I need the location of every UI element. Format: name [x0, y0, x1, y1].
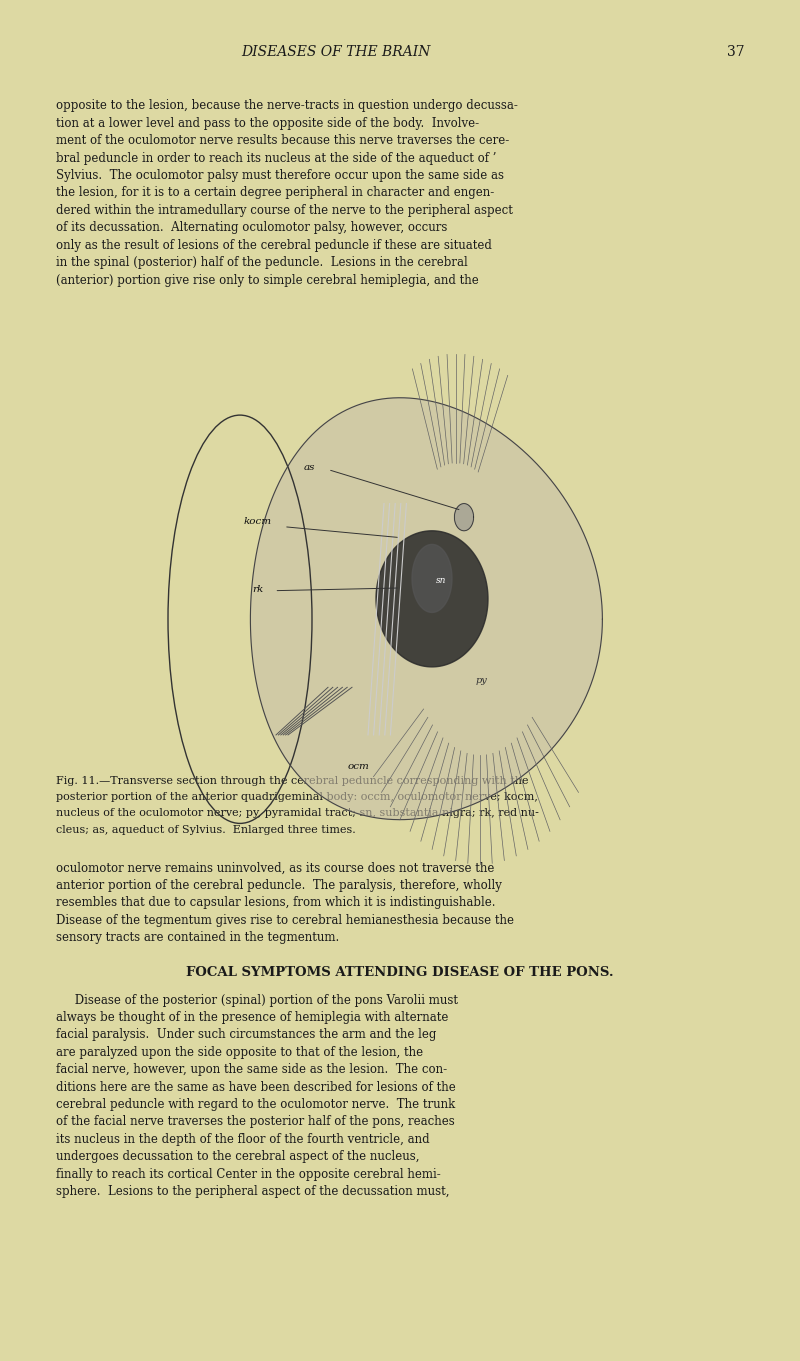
- Text: the lesion, for it is to a certain degree peripheral in character and engen-: the lesion, for it is to a certain degre…: [56, 186, 494, 200]
- Text: ocm: ocm: [348, 762, 370, 770]
- Text: DISEASES OF THE BRAIN: DISEASES OF THE BRAIN: [242, 45, 430, 60]
- Text: of its decussation.  Alternating oculomotor palsy, however, occurs: of its decussation. Alternating oculomot…: [56, 222, 447, 234]
- Text: oculomotor nerve remains uninvolved, as its course does not traverse the: oculomotor nerve remains uninvolved, as …: [56, 862, 494, 875]
- Text: bral peduncle in order to reach its nucleus at the side of the aqueduct of ’: bral peduncle in order to reach its nucl…: [56, 151, 497, 165]
- Text: cleus; as, aqueduct of Sylvius.  Enlarged three times.: cleus; as, aqueduct of Sylvius. Enlarged…: [56, 825, 356, 834]
- Text: ment of the oculomotor nerve results because this nerve traverses the cere-: ment of the oculomotor nerve results bec…: [56, 135, 510, 147]
- Text: facial nerve, however, upon the same side as the lesion.  The con-: facial nerve, however, upon the same sid…: [56, 1063, 447, 1077]
- Text: py: py: [476, 676, 488, 685]
- Text: 37: 37: [727, 45, 745, 60]
- Polygon shape: [250, 397, 602, 819]
- Text: tion at a lower level and pass to the opposite side of the body.  Involve-: tion at a lower level and pass to the op…: [56, 117, 479, 129]
- Text: dered within the intramedullary course of the nerve to the peripheral aspect: dered within the intramedullary course o…: [56, 204, 513, 216]
- Text: Disease of the tegmentum gives rise to cerebral hemianesthesia because the: Disease of the tegmentum gives rise to c…: [56, 913, 514, 927]
- Text: as: as: [304, 463, 315, 471]
- Text: of the facial nerve traverses the posterior half of the pons, reaches: of the facial nerve traverses the poster…: [56, 1116, 454, 1128]
- Text: Sylvius.  The oculomotor palsy must therefore occur upon the same side as: Sylvius. The oculomotor palsy must there…: [56, 169, 504, 182]
- Polygon shape: [376, 531, 488, 667]
- Text: kocm: kocm: [244, 517, 272, 525]
- Text: FOCAL SYMPTOMS ATTENDING DISEASE OF THE PONS.: FOCAL SYMPTOMS ATTENDING DISEASE OF THE …: [186, 966, 614, 980]
- Text: rk: rk: [252, 585, 263, 593]
- Text: sn: sn: [436, 576, 446, 584]
- Text: cerebral peduncle with regard to the oculomotor nerve.  The trunk: cerebral peduncle with regard to the ocu…: [56, 1098, 455, 1111]
- Text: undergoes decussation to the cerebral aspect of the nucleus,: undergoes decussation to the cerebral as…: [56, 1150, 419, 1164]
- Text: opposite to the lesion, because the nerve-tracts in question undergo decussa-: opposite to the lesion, because the nerv…: [56, 99, 518, 113]
- Text: ditions here are the same as have been described for lesions of the: ditions here are the same as have been d…: [56, 1081, 456, 1094]
- Text: always be thought of in the presence of hemiplegia with alternate: always be thought of in the presence of …: [56, 1011, 448, 1023]
- Text: anterior portion of the cerebral peduncle.  The paralysis, therefore, wholly: anterior portion of the cerebral peduncl…: [56, 879, 502, 891]
- Text: (anterior) portion give rise only to simple cerebral hemiplegia, and the: (anterior) portion give rise only to sim…: [56, 274, 478, 287]
- Polygon shape: [454, 504, 474, 531]
- Text: facial paralysis.  Under such circumstances the arm and the leg: facial paralysis. Under such circumstanc…: [56, 1029, 436, 1041]
- Text: its nucleus in the depth of the floor of the fourth ventricle, and: its nucleus in the depth of the floor of…: [56, 1132, 430, 1146]
- Text: Fig. 11.—Transverse section through the cerebral peduncle corresponding with the: Fig. 11.—Transverse section through the …: [56, 776, 529, 785]
- Text: nucleus of the oculomotor nerve; py, pyramidal tract; sn, substantia nigra; rk, : nucleus of the oculomotor nerve; py, pyr…: [56, 808, 539, 818]
- Text: sphere.  Lesions to the peripheral aspect of the decussation must,: sphere. Lesions to the peripheral aspect…: [56, 1185, 450, 1198]
- Text: finally to reach its cortical Center in the opposite cerebral hemi-: finally to reach its cortical Center in …: [56, 1168, 441, 1181]
- Text: are paralyzed upon the side opposite to that of the lesion, the: are paralyzed upon the side opposite to …: [56, 1045, 423, 1059]
- Text: sensory tracts are contained in the tegmentum.: sensory tracts are contained in the tegm…: [56, 931, 339, 945]
- Text: Disease of the posterior (spinal) portion of the pons Varolii must: Disease of the posterior (spinal) portio…: [56, 994, 458, 1007]
- Polygon shape: [412, 544, 452, 612]
- Text: in the spinal (posterior) half of the peduncle.  Lesions in the cerebral: in the spinal (posterior) half of the pe…: [56, 256, 468, 269]
- Text: only as the result of lesions of the cerebral peduncle if these are situated: only as the result of lesions of the cer…: [56, 238, 492, 252]
- Text: posterior portion of the anterior quadrigeminal body: occm, oculomotor nerve; ko: posterior portion of the anterior quadri…: [56, 792, 538, 802]
- Text: resembles that due to capsular lesions, from which it is indistinguishable.: resembles that due to capsular lesions, …: [56, 897, 495, 909]
